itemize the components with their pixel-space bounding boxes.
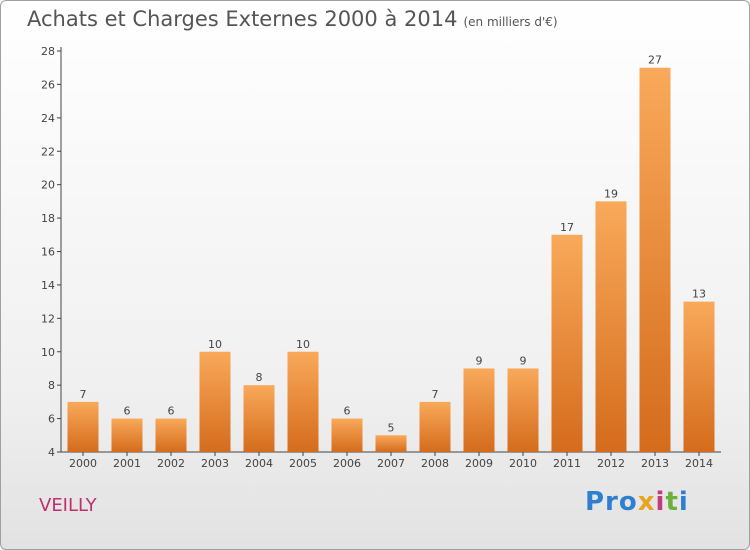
x-tick-label: 2002 (157, 457, 185, 470)
chart-title: Achats et Charges Externes 2000 à 2014 (e… (27, 7, 558, 31)
y-tick-label: 8 (48, 379, 55, 392)
bar (111, 418, 143, 452)
logo-part-4: t (665, 487, 679, 517)
bar (551, 234, 583, 452)
bar (507, 368, 539, 452)
y-tick-label: 14 (41, 279, 55, 292)
bar-value-label: 6 (168, 405, 175, 418)
bar (375, 435, 407, 452)
y-tick-label: 16 (41, 246, 55, 259)
x-tick-label: 2001 (113, 457, 141, 470)
bar (595, 201, 627, 452)
x-tick-label: 2004 (245, 457, 273, 470)
x-tick-label: 2007 (377, 457, 405, 470)
x-tick-label: 2013 (641, 457, 669, 470)
bar (199, 351, 231, 452)
bar-value-label: 9 (476, 354, 483, 367)
bar (67, 401, 99, 452)
x-tick-label: 2000 (69, 457, 97, 470)
proxiti-logo: Proxiti (585, 487, 689, 517)
y-tick-label: 20 (41, 179, 55, 192)
x-tick-label: 2011 (553, 457, 581, 470)
logo-part-3: i (655, 487, 666, 517)
y-tick-label: 10 (41, 346, 55, 359)
y-tick-label: 24 (41, 112, 55, 125)
bar-value-label: 5 (388, 421, 395, 434)
x-tick-label: 2009 (465, 457, 493, 470)
bar (331, 418, 363, 452)
x-tick-label: 2005 (289, 457, 317, 470)
x-tick-label: 2012 (597, 457, 625, 470)
logo-part-2: x (637, 487, 656, 517)
bar (419, 401, 451, 452)
bar-value-label: 6 (124, 405, 131, 418)
bar (683, 301, 715, 452)
logo-part-5: i (678, 487, 689, 517)
x-tick-label: 2010 (509, 457, 537, 470)
bar (243, 385, 275, 452)
bar-value-label: 7 (80, 388, 87, 401)
bar-value-label: 17 (560, 221, 574, 234)
y-tick-label: 6 (48, 413, 55, 426)
y-tick-label: 12 (41, 312, 55, 325)
x-tick-label: 2014 (685, 457, 713, 470)
bar-value-label: 27 (648, 54, 662, 67)
bar-value-label: 8 (256, 371, 263, 384)
bar (155, 418, 187, 452)
bar-value-label: 10 (296, 338, 310, 351)
commune-name: VEILLY (39, 495, 97, 516)
x-tick-label: 2006 (333, 457, 361, 470)
bar-value-label: 19 (604, 187, 618, 200)
y-tick-label: 28 (41, 45, 55, 58)
bar-value-label: 9 (520, 354, 527, 367)
y-tick-label: 22 (41, 145, 55, 158)
bar (463, 368, 495, 452)
logo-part-1: Pro (585, 487, 638, 517)
bar-value-label: 7 (432, 388, 439, 401)
chart-title-text: Achats et Charges Externes 2000 à 2014 (27, 7, 458, 31)
bar-value-label: 6 (344, 405, 351, 418)
x-tick-label: 2008 (421, 457, 449, 470)
y-tick-label: 18 (41, 212, 55, 225)
bar-value-label: 10 (208, 338, 222, 351)
y-tick-label: 4 (48, 446, 55, 459)
chart-subtitle: (en milliers d'€) (463, 15, 558, 29)
y-tick-label: 26 (41, 78, 55, 91)
x-tick-label: 2003 (201, 457, 229, 470)
bar-value-label: 13 (692, 288, 706, 301)
bar (287, 351, 319, 452)
bar (639, 67, 671, 452)
